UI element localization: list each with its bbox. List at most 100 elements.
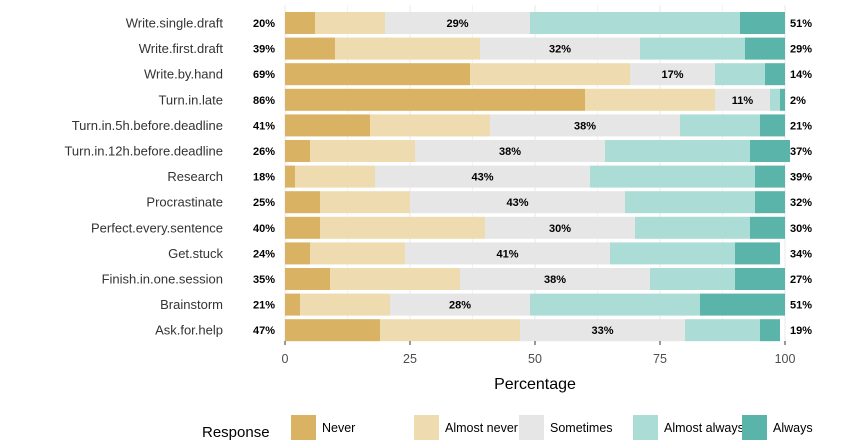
mid-percent-ask-for-help: 33%: [591, 325, 613, 337]
category-label-turn-in-12h-before-deadline: Turn.in.12h.before.deadline: [64, 144, 223, 159]
bar-ask-for-help-almost-always: [685, 319, 760, 342]
bar-ask-for-help-sometimes: [520, 319, 685, 342]
bar-turn-in-5h-before-deadline-almost-never: [370, 114, 490, 137]
x-tick-label-50: 50: [528, 352, 542, 366]
bar-write-single-draft-never: [285, 12, 315, 34]
low-percent-research: 18%: [253, 172, 275, 184]
bars: [285, 12, 790, 342]
bar-write-by-hand-almost-never: [470, 63, 630, 86]
high-percent-turn-in-late: 2%: [790, 95, 806, 107]
bar-write-first-draft-never: [285, 37, 335, 60]
bar-turn-in-12h-before-deadline-almost-never: [310, 140, 415, 162]
bar-procrastinate-always: [755, 191, 785, 214]
low-percent-procrastinate: 25%: [253, 197, 275, 209]
high-percent-get-stuck: 34%: [790, 248, 812, 260]
mid-percent-turn-in-late: 11%: [732, 95, 754, 107]
bar-write-by-hand-almost-always: [715, 63, 765, 86]
legend-title: Response: [202, 424, 270, 441]
bar-perfect-every-sentence-sometimes: [485, 216, 635, 239]
bar-write-single-draft-almost-always: [530, 12, 740, 34]
bar-brainstorm-sometimes: [390, 293, 530, 316]
bar-get-stuck-never: [285, 242, 310, 265]
bar-brainstorm-never: [285, 293, 300, 316]
low-percent-get-stuck: 24%: [253, 248, 275, 260]
bar-ask-for-help-always: [760, 319, 780, 342]
bar-finish-in-one-session-almost-always: [650, 268, 735, 290]
bar-turn-in-late-always: [780, 88, 785, 111]
category-label-research: Research: [167, 169, 223, 184]
bar-get-stuck-almost-never: [310, 242, 405, 265]
low-percent-ask-for-help: 47%: [253, 325, 275, 337]
bar-turn-in-12h-before-deadline-always: [750, 140, 790, 162]
mid-percent-write-first-draft: 32%: [549, 44, 571, 56]
mid-percent-get-stuck: 41%: [496, 248, 518, 260]
bar-turn-in-5h-before-deadline-never: [285, 114, 370, 137]
high-percent-finish-in-one-session: 27%: [790, 274, 812, 286]
low-percent-write-first-draft: 39%: [253, 44, 275, 56]
bar-turn-in-5h-before-deadline-always: [760, 114, 785, 137]
bar-procrastinate-almost-always: [625, 191, 755, 214]
category-label-finish-in-one-session: Finish.in.one.session: [102, 272, 223, 287]
high-percent-perfect-every-sentence: 30%: [790, 223, 812, 235]
low-percent-write-by-hand: 69%: [253, 69, 275, 81]
category-labels: Write.single.draft Write.first.draft Write…: [64, 16, 223, 338]
category-label-get-stuck: Get.stuck: [168, 246, 223, 261]
bar-finish-in-one-session-almost-never: [330, 268, 460, 290]
mid-percent-brainstorm: 28%: [449, 300, 471, 312]
low-percent-turn-in-12h-before-deadline: 26%: [253, 146, 275, 158]
bar-write-by-hand-never: [285, 63, 470, 86]
x-axis: 0 25 50 75 100: [282, 341, 796, 366]
bar-turn-in-5h-before-deadline-sometimes: [490, 114, 680, 137]
bar-procrastinate-almost-never: [320, 191, 410, 214]
legend-label-never: Never: [322, 421, 355, 435]
bar-research-always: [755, 165, 785, 188]
high-percent-write-by-hand: 14%: [790, 69, 812, 81]
bar-turn-in-late-sometimes: [715, 88, 770, 111]
bar-get-stuck-always: [735, 242, 780, 265]
mid-percent-write-by-hand: 17%: [661, 69, 683, 81]
bar-brainstorm-almost-always: [530, 293, 700, 316]
bar-finish-in-one-session-sometimes: [460, 268, 650, 290]
bar-turn-in-late-never: [285, 88, 585, 111]
legend: Response Never Almost never Sometimes Almos…: [202, 415, 813, 441]
low-percent-finish-in-one-session: 35%: [253, 274, 275, 286]
bar-write-first-draft-always: [745, 37, 785, 60]
bar-write-by-hand-sometimes: [630, 63, 715, 86]
bar-brainstorm-almost-never: [300, 293, 390, 316]
mid-percent-perfect-every-sentence: 30%: [549, 223, 571, 235]
bar-turn-in-12h-before-deadline-never: [285, 140, 310, 162]
bar-write-first-draft-sometimes: [480, 37, 640, 60]
legend-key-always: [742, 415, 767, 440]
legend-label-almost-always: Almost always: [664, 421, 744, 435]
bar-write-single-draft-always: [740, 12, 785, 34]
low-percent-brainstorm: 21%: [253, 300, 275, 312]
high-percent-turn-in-12h-before-deadline: 37%: [790, 146, 812, 158]
bar-research-almost-always: [590, 165, 755, 188]
bar-turn-in-late-almost-never: [585, 88, 715, 111]
bar-research-almost-never: [295, 165, 375, 188]
legend-key-never: [291, 415, 316, 440]
bar-write-first-draft-almost-always: [640, 37, 745, 60]
legend-key-almost-never: [414, 415, 439, 440]
mid-percent-finish-in-one-session: 38%: [544, 274, 566, 286]
bar-perfect-every-sentence-always: [750, 216, 785, 239]
mid-percent-research: 43%: [471, 172, 493, 184]
bar-turn-in-5h-before-deadline-almost-always: [680, 114, 760, 137]
x-tick-label-75: 75: [653, 352, 667, 366]
x-tick-label-25: 25: [403, 352, 417, 366]
low-percent-perfect-every-sentence: 40%: [253, 223, 275, 235]
legend-label-sometimes: Sometimes: [550, 421, 613, 435]
legend-key-almost-always: [633, 415, 658, 440]
bar-procrastinate-sometimes: [410, 191, 625, 214]
bar-turn-in-12h-before-deadline-sometimes: [415, 140, 605, 162]
bar-research-never: [285, 165, 295, 188]
low-percent-turn-in-late: 86%: [253, 95, 275, 107]
x-tick-label-0: 0: [282, 352, 289, 366]
bar-get-stuck-almost-always: [610, 242, 735, 265]
category-label-turn-in-late: Turn.in.late: [158, 92, 223, 107]
bar-ask-for-help-almost-never: [380, 319, 520, 342]
mid-percent-write-single-draft: 29%: [446, 18, 468, 30]
mid-percent-turn-in-12h-before-deadline: 38%: [499, 146, 521, 158]
x-tick-label-100: 100: [775, 352, 796, 366]
